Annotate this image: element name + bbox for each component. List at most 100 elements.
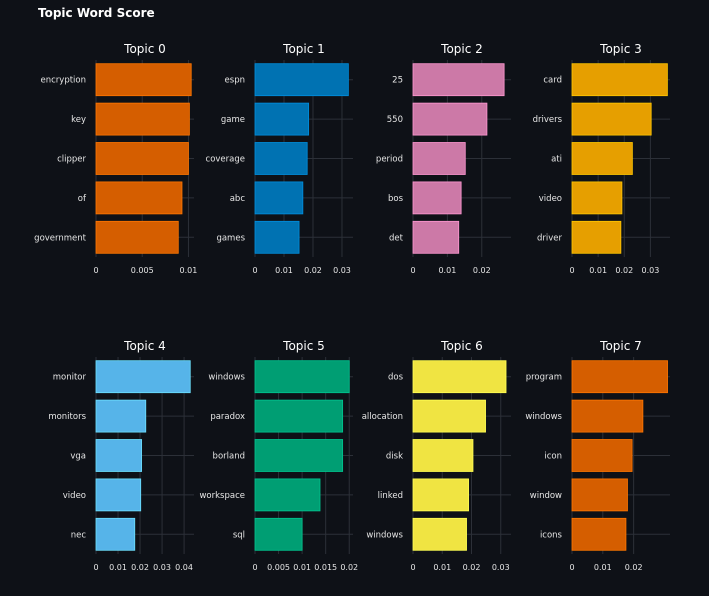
- x-tick-label: 0.01: [275, 266, 293, 275]
- x-tick-label: 0.005: [267, 563, 290, 572]
- bar-550[interactable]: [412, 102, 488, 136]
- category-label: clipper: [57, 155, 86, 165]
- bar-driver[interactable]: [571, 220, 622, 254]
- category-label: det: [389, 233, 404, 243]
- category-label: video: [63, 491, 86, 501]
- bar-card[interactable]: [571, 63, 668, 97]
- chart-title: Topic Word Score: [38, 6, 155, 20]
- category-label: government: [34, 233, 86, 243]
- x-tick-label: 0.005: [131, 266, 154, 275]
- category-label: window: [530, 491, 562, 501]
- bar-games[interactable]: [254, 220, 300, 254]
- bar-clipper[interactable]: [95, 142, 189, 175]
- category-label: espn: [225, 76, 245, 86]
- x-tick-label: 0.03: [153, 563, 171, 572]
- category-label: windows: [208, 373, 245, 383]
- x-tick-label: 0.04: [175, 563, 193, 572]
- category-label: monitors: [48, 412, 86, 422]
- category-label: monitor: [53, 373, 87, 383]
- subplot-topic-4: Topic 4 0 0.01 0.02 0.03 0.04 monitor monitors v…: [48, 339, 194, 572]
- x-tick-label: 0: [252, 563, 257, 572]
- category-label: allocation: [362, 412, 403, 422]
- subplot-topic-3: Topic 3 0 0.01 0.02 0.03 card drivers ati video d…: [533, 42, 670, 275]
- bar-monitor[interactable]: [95, 360, 191, 394]
- category-label: 25: [392, 76, 403, 86]
- bar-game[interactable]: [254, 102, 310, 136]
- bar-icon[interactable]: [571, 439, 633, 472]
- bar-disk[interactable]: [412, 439, 474, 472]
- bar-ati[interactable]: [571, 142, 633, 175]
- bar-workspace[interactable]: [254, 478, 321, 512]
- subplot-title: Topic 1: [282, 42, 325, 56]
- x-tick-label: 0.02: [615, 266, 633, 275]
- category-label: program: [526, 373, 562, 383]
- x-tick-label: 0.02: [131, 563, 149, 572]
- bar-period[interactable]: [412, 142, 466, 175]
- x-tick-label: 0.015: [314, 563, 337, 572]
- bar-paradox[interactable]: [254, 399, 344, 433]
- subplot-topic-2: Topic 2 0 0.01 0.02 25 550 period bos det: [376, 42, 511, 275]
- category-label: icon: [544, 452, 562, 462]
- x-tick-label: 0: [93, 563, 98, 572]
- bar-abc[interactable]: [254, 181, 304, 215]
- subplot-topic-5: Topic 5 0 0.005 0.01 0.015 0.02 windows paradox…: [199, 339, 358, 572]
- bar-allocation[interactable]: [412, 399, 486, 433]
- subplot-title: Topic 7: [599, 339, 642, 353]
- bar-vga[interactable]: [95, 439, 142, 472]
- category-label: coverage: [206, 155, 245, 165]
- subplot-title: Topic 0: [123, 42, 166, 56]
- subplot-topic-7: Topic 7 0 0.01 0.02 program windows icon window…: [525, 339, 670, 572]
- subplot-topic-0: Topic 0 0 0.005 0.01 encryption key clipper of g…: [34, 42, 197, 275]
- category-label: workspace: [199, 491, 245, 501]
- bar-government[interactable]: [95, 220, 179, 254]
- x-tick-label: 0.01: [293, 563, 311, 572]
- category-label: disk: [386, 452, 403, 462]
- bar-linked[interactable]: [412, 478, 469, 512]
- bar-drivers[interactable]: [571, 102, 652, 136]
- bar-espn[interactable]: [254, 63, 349, 97]
- x-tick-label: 0.03: [492, 563, 510, 572]
- category-label: ati: [551, 155, 562, 165]
- subplot-title: Topic 2: [440, 42, 483, 56]
- bar-dos[interactable]: [412, 360, 507, 394]
- category-label: nec: [71, 530, 87, 540]
- x-tick-label: 0.02: [304, 266, 322, 275]
- x-tick-label: 0.01: [109, 563, 127, 572]
- x-tick-label: 0.02: [463, 563, 481, 572]
- bar-program[interactable]: [571, 360, 668, 394]
- category-label: borland: [213, 452, 245, 462]
- category-label: sql: [233, 530, 245, 540]
- x-tick-label: 0.01: [438, 266, 456, 275]
- category-label: key: [71, 115, 86, 125]
- subplot-topic-6: Topic 6 0 0.01 0.02 0.03 dos allocation disk lin…: [362, 339, 511, 572]
- category-label: games: [216, 233, 245, 243]
- x-tick-label: 0.01: [180, 266, 198, 275]
- x-tick-label: 0.01: [589, 266, 607, 275]
- bar-video[interactable]: [95, 478, 142, 512]
- bar-sql[interactable]: [254, 517, 303, 551]
- subplot-title: Topic 5: [282, 339, 325, 353]
- bar-windows[interactable]: [571, 399, 644, 433]
- x-tick-label: 0: [410, 266, 415, 275]
- bar-window[interactable]: [571, 478, 628, 512]
- bar-25[interactable]: [412, 63, 505, 97]
- bar-bos[interactable]: [412, 181, 462, 215]
- bar-det[interactable]: [412, 220, 460, 254]
- bar-video[interactable]: [571, 181, 623, 215]
- bar-icons[interactable]: [571, 517, 627, 551]
- category-label: bos: [388, 194, 404, 204]
- bar-coverage[interactable]: [254, 142, 308, 175]
- category-label: dos: [388, 373, 404, 383]
- bar-of[interactable]: [95, 181, 183, 215]
- category-label: period: [376, 155, 403, 165]
- bar-nec[interactable]: [95, 517, 136, 551]
- bar-encryption[interactable]: [95, 63, 192, 97]
- bar-monitors[interactable]: [95, 399, 147, 433]
- x-tick-label: 0.01: [594, 563, 612, 572]
- bar-windows[interactable]: [412, 517, 467, 551]
- bar-windows[interactable]: [254, 360, 350, 394]
- x-tick-label: 0: [569, 266, 574, 275]
- bar-key[interactable]: [95, 102, 190, 136]
- bar-borland[interactable]: [254, 439, 344, 472]
- category-label: driver: [537, 233, 563, 243]
